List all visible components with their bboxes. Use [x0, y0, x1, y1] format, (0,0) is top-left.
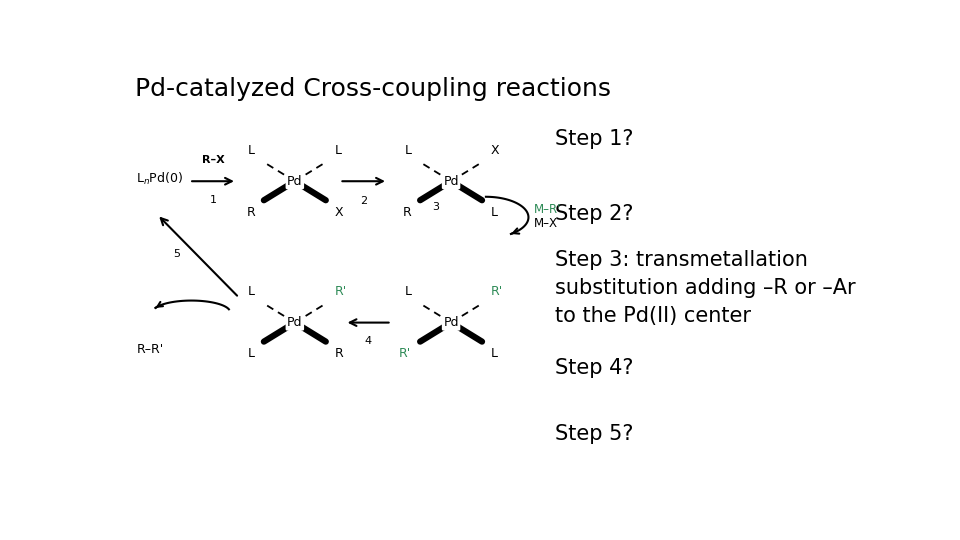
Text: R: R	[402, 206, 412, 219]
Text: R: R	[247, 206, 255, 219]
Text: L$_n$Pd(0): L$_n$Pd(0)	[136, 171, 183, 187]
Text: Pd: Pd	[444, 316, 459, 329]
Text: L: L	[404, 285, 412, 298]
Text: Step 4?: Step 4?	[555, 358, 634, 378]
Text: L: L	[334, 144, 342, 157]
Text: 3: 3	[432, 201, 440, 212]
Text: 2: 2	[360, 196, 368, 206]
Text: L: L	[249, 144, 255, 157]
Text: X: X	[334, 206, 343, 219]
Text: R': R'	[334, 285, 347, 298]
Text: 1: 1	[209, 194, 217, 205]
Text: L: L	[491, 206, 497, 219]
Text: M–R': M–R'	[535, 203, 562, 216]
Text: L: L	[249, 347, 255, 360]
Text: Step 2?: Step 2?	[555, 204, 634, 224]
Text: Pd: Pd	[287, 316, 302, 329]
Text: R–X: R–X	[202, 154, 225, 165]
Text: Step 3: transmetallation
substitution adding –R or –Ar
to the Pd(II) center: Step 3: transmetallation substitution ad…	[555, 250, 856, 326]
Text: R–R': R–R'	[136, 343, 163, 356]
Text: X: X	[491, 144, 499, 157]
Text: L: L	[491, 347, 497, 360]
Text: 4: 4	[365, 336, 372, 346]
Text: Step 5?: Step 5?	[555, 424, 634, 444]
Text: L: L	[404, 144, 412, 157]
Text: Pd: Pd	[287, 175, 302, 188]
Text: M–X: M–X	[535, 217, 559, 230]
Text: 5: 5	[173, 249, 180, 259]
Text: L: L	[249, 285, 255, 298]
Text: Pd: Pd	[444, 175, 459, 188]
Text: R': R'	[399, 347, 412, 360]
Text: Pd-catalyzed Cross-coupling reactions: Pd-catalyzed Cross-coupling reactions	[134, 77, 611, 102]
Text: R: R	[334, 347, 344, 360]
Text: R': R'	[491, 285, 503, 298]
Text: Step 1?: Step 1?	[555, 129, 634, 149]
